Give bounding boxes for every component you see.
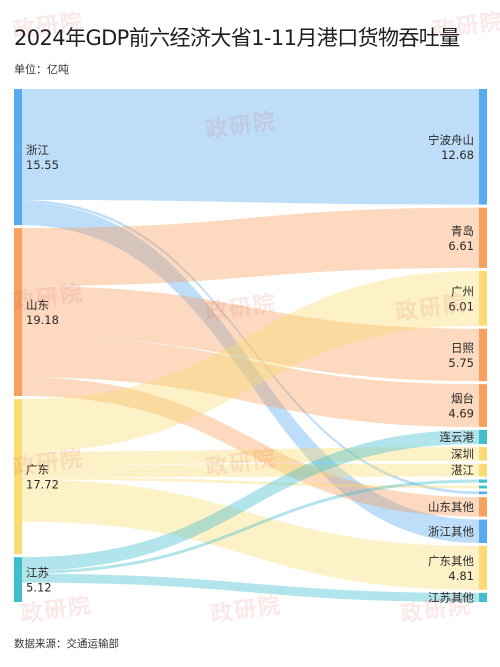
data-source: 数据来源：交通运输部 [14,638,119,650]
target-label-日照: 日照 [451,341,474,355]
target-node-连云港 [479,429,487,445]
source-node-广东 [14,399,22,555]
sankey-link-广东-湛江 [22,463,479,478]
sankey-link-山东-山东其他 [22,377,479,517]
sankey-link-浙江-浙江其他 [22,202,479,544]
sankey-link-江苏-江苏其他 [22,573,479,602]
target-value-广东其他: 4.81 [448,569,474,583]
target-node-浙江其他 [479,519,487,544]
sankey-link-广东-广州 [22,270,479,452]
target-label-江苏其他: 江苏其他 [428,590,474,604]
source-label-江苏: 江苏 [26,566,49,580]
sankey-link-广东-深圳 [22,447,479,465]
target-label-广州: 广州 [451,284,474,298]
target-node-small_3 [479,491,487,495]
target-label-湛江: 湛江 [451,463,474,477]
source-value-江苏: 5.12 [26,581,52,595]
sankey-link-山东-日照 [22,286,479,382]
target-label-深圳: 深圳 [451,447,474,461]
target-value-青岛: 6.61 [448,239,474,253]
sankey-link-江苏-small_1 [22,479,479,574]
target-node-广州 [479,270,487,326]
target-node-广东其他 [479,546,487,590]
target-value-广州: 6.01 [448,299,474,313]
sankey-link-江苏-连云港 [22,429,479,571]
target-node-日照 [479,328,487,382]
source-value-山东: 19.18 [26,313,59,327]
source-label-浙江: 浙江 [26,143,49,157]
unit-label: 单位：亿吨 [14,63,69,76]
sankey-link-山东-青岛 [22,207,479,287]
target-node-深圳 [479,447,487,461]
target-value-日照: 5.75 [448,356,474,370]
target-label-烟台: 烟台 [451,392,474,406]
target-label-山东其他: 山东其他 [428,500,474,514]
source-label-广东: 广东 [26,463,49,477]
sankey-link-浙江-宁波舟山 [22,89,479,205]
target-node-湛江 [479,463,487,477]
target-label-连云港: 连云港 [440,430,475,444]
sankey-labels: 浙江15.55山东19.18广东17.72江苏5.12宁波舟山12.68青岛6.… [26,133,474,605]
source-node-浙江 [14,89,22,226]
source-node-山东 [14,228,22,397]
sankey-link-浙江-small_3 [22,200,479,495]
target-node-宁波舟山 [479,89,487,205]
target-value-宁波舟山: 12.68 [441,148,474,162]
target-label-浙江其他: 浙江其他 [428,524,474,538]
target-node-江苏其他 [479,592,487,602]
chart-title: 2024年GDP前六经济大省1-11月港口货物吞吐量 [14,26,460,50]
target-value-烟台: 4.69 [448,407,474,421]
sankey-nodes [14,89,487,602]
target-node-青岛 [479,207,487,268]
source-value-广东: 17.72 [26,478,59,492]
source-node-江苏 [14,557,22,602]
source-value-浙江: 15.55 [26,158,59,172]
target-label-广东其他: 广东其他 [428,554,474,568]
sankey-link-广东-small_2 [22,477,479,489]
target-node-烟台 [479,384,487,427]
target-node-山东其他 [479,497,487,517]
target-label-青岛: 青岛 [451,224,474,238]
sankey-link-山东-烟台 [22,336,479,427]
target-label-宁波舟山: 宁波舟山 [428,133,474,147]
target-node-small_2 [479,485,487,489]
target-node-small_1 [479,479,487,483]
sankey-links [22,89,479,602]
sankey-link-广东-广东其他 [22,479,479,590]
source-label-山东: 山东 [26,298,49,312]
